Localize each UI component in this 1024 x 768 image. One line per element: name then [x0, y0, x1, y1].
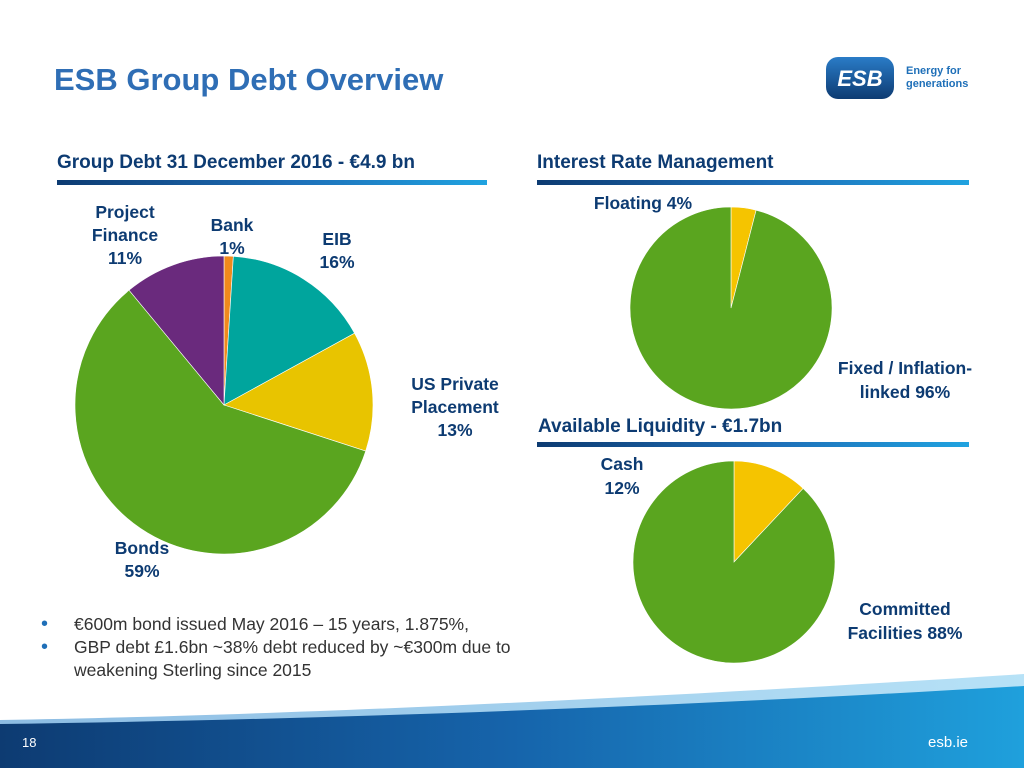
bullet-list: • €600m bond issued May 2016 – 15 years,… [38, 613, 518, 682]
page-number: 18 [22, 735, 37, 750]
pie-slice-fixed-inflation-linked [629, 206, 833, 410]
footer-swoosh [0, 674, 1024, 768]
logo-mark: ESB [837, 66, 882, 91]
label-project-finance: Project Finance 11% [91, 202, 159, 268]
liquidity-title: Available Liquidity - €1.7bn [538, 416, 783, 437]
pie-slice-bonds [74, 289, 367, 555]
pie-slice-us-private-placement [223, 332, 374, 452]
pie-slice-committed-facilities [632, 460, 836, 664]
liquidity-rule [537, 442, 969, 447]
bullet-dot-icon: • [41, 636, 49, 658]
logo-tagline-1: Energy for [906, 65, 962, 77]
esb-logo: ESB Energy for generations [826, 57, 968, 99]
label-us-private-placement: US Private Placement 13% [411, 374, 499, 440]
label-cash: Cash 12% [600, 454, 644, 498]
label-fixed-inflation: Fixed / Inflation-linked 96% [837, 358, 973, 402]
page-title: ESB Group Debt Overview [54, 62, 444, 97]
group-debt-rule [57, 180, 487, 185]
pie-slice-eib [223, 255, 355, 406]
label-bonds: Bonds 59% [114, 538, 170, 581]
group-debt-title: Group Debt 31 December 2016 - €4.9 bn [57, 152, 415, 173]
logo-tagline-2: generations [906, 78, 968, 90]
logo-badge [826, 57, 894, 99]
bullet-item: • €600m bond issued May 2016 – 15 years,… [41, 613, 469, 635]
pie-slice-cash [733, 460, 804, 563]
pie-slice-project-finance [128, 255, 225, 406]
bullet-dot-icon: • [41, 613, 49, 635]
liquidity-pie [632, 460, 836, 664]
group-debt-pie [74, 255, 374, 555]
label-floating: Floating 4% [593, 193, 693, 213]
interest-rate-pie [629, 206, 833, 410]
interest-rate-title: Interest Rate Management [537, 152, 774, 173]
bullet-item: • GBP debt £1.6bn ~38% debt reduced by ~… [41, 636, 511, 680]
label-bank: Bank 1% [210, 215, 254, 258]
label-committed-facilities: Committed Facilities 88% [847, 599, 963, 643]
interest-rate-rule [537, 180, 969, 185]
label-eib: EIB 16% [319, 229, 355, 272]
website-link[interactable]: esb.ie [928, 734, 969, 751]
